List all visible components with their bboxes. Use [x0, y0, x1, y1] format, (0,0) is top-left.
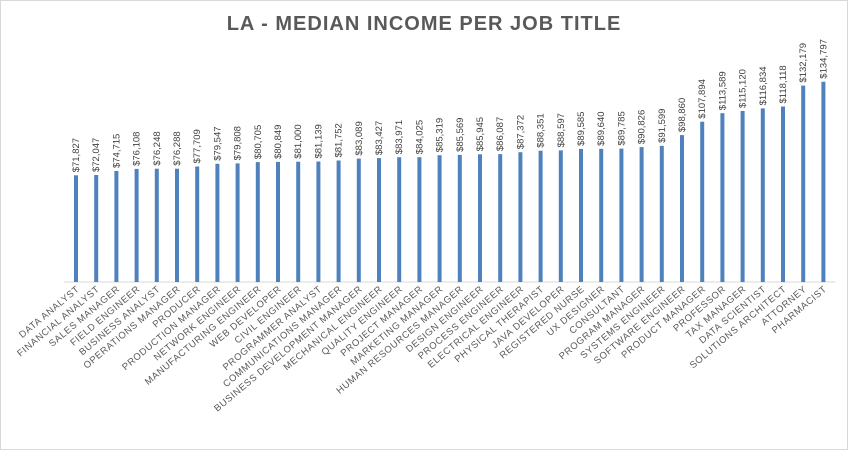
data-label: $115,120: [738, 69, 749, 108]
bar: [74, 175, 78, 282]
bar: [558, 150, 563, 282]
bar: [316, 161, 321, 282]
data-label: $87,372: [515, 115, 526, 149]
data-label: $118,118: [778, 65, 789, 103]
data-label: $107,894: [697, 79, 708, 119]
chart-title: LA - MEDIAN INCOME PER JOB TITLE: [226, 13, 622, 35]
bar: [760, 108, 765, 283]
data-label: $85,319: [435, 118, 446, 152]
bar: [336, 160, 341, 282]
data-label: $71,827: [71, 138, 82, 172]
data-label: $77,709: [192, 129, 203, 163]
bar: [599, 148, 604, 282]
data-label: $85,569: [455, 118, 466, 152]
data-label: $74,715: [111, 134, 122, 168]
bar: [498, 154, 503, 282]
bar: [680, 135, 684, 282]
data-label: $83,427: [374, 121, 385, 155]
bar: [215, 163, 220, 282]
data-label: $81,139: [313, 124, 324, 158]
data-label: $85,945: [475, 117, 486, 151]
bar: [417, 157, 422, 282]
data-label: $89,585: [576, 112, 587, 146]
bar: [235, 163, 240, 282]
data-label: $76,108: [132, 132, 143, 166]
data-label: $132,179: [798, 43, 809, 83]
bar: [397, 157, 402, 282]
bar: [579, 148, 583, 282]
bar: [639, 147, 644, 282]
data-label: $81,000: [293, 124, 304, 158]
data-label: $88,597: [556, 113, 567, 147]
bar: [457, 154, 462, 282]
bar: [659, 145, 664, 282]
data-label: $116,834: [758, 66, 769, 105]
bar: [114, 171, 119, 282]
data-label: $79,808: [233, 126, 244, 160]
data-label: $80,849: [273, 125, 284, 159]
bar: [518, 152, 523, 282]
bar: [356, 158, 361, 282]
bar: [175, 168, 179, 282]
bar: [801, 85, 806, 282]
data-label: $86,087: [495, 117, 506, 151]
data-label: $98,860: [677, 98, 688, 132]
data-label: $72,047: [91, 138, 102, 172]
data-label: $79,547: [212, 126, 223, 160]
data-label: $89,785: [616, 111, 627, 145]
bar: [437, 155, 442, 282]
bar: [296, 161, 301, 282]
bar: [377, 158, 381, 282]
bar: [195, 166, 200, 282]
data-label: $89,640: [596, 111, 607, 145]
bar: [134, 168, 139, 282]
bar: [276, 161, 280, 282]
data-label: $83,971: [394, 120, 405, 154]
data-label: $113,589: [717, 71, 728, 110]
bar: [821, 81, 826, 282]
bar: [700, 121, 705, 282]
bar: [478, 154, 482, 282]
data-label: $76,288: [172, 131, 183, 165]
bar: [619, 148, 624, 282]
data-label: $88,351: [536, 113, 547, 147]
data-label: $84,025: [414, 120, 425, 154]
bar: [255, 162, 260, 282]
data-label: $91,599: [657, 109, 668, 143]
bar: [538, 150, 543, 282]
data-label: $81,752: [334, 123, 345, 157]
data-label: $76,248: [152, 131, 163, 165]
data-label: $134,797: [818, 39, 829, 79]
data-label: $90,826: [637, 110, 648, 144]
data-label: $83,089: [354, 121, 365, 155]
bar: [154, 168, 159, 282]
bar: [740, 111, 745, 282]
bar: [94, 175, 99, 282]
bar: [781, 106, 785, 282]
bar: [720, 113, 725, 282]
data-label: $80,705: [253, 125, 264, 159]
